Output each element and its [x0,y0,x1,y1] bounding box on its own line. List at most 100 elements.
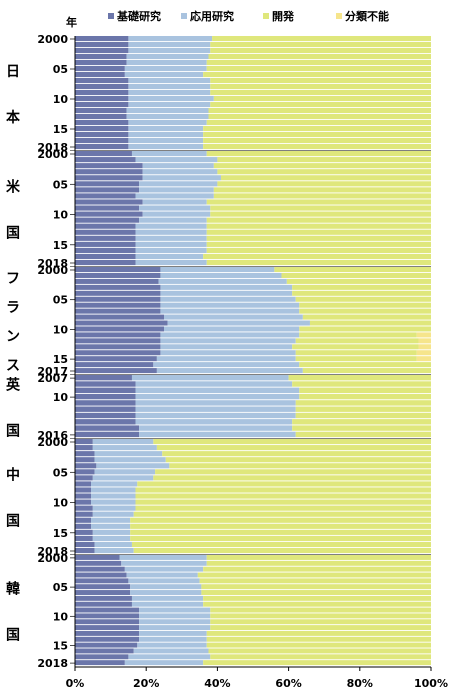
year-tick-label: 10 [53,209,69,222]
bar-segment-development-2010 [210,211,431,217]
bar-segment-applied-2014 [160,350,296,356]
bar-segment-applied-2018 [128,144,204,150]
year-tick-label: 10 [53,610,69,623]
bar-segment-applied-2009 [91,493,136,499]
bar-segment-basic-2016 [75,247,136,253]
bar-segment-development-2000 [206,151,431,157]
year-tick-label: 2000 [37,436,68,449]
year-tick-label: 2016 [37,429,68,442]
bar-segment-development-2017 [203,253,431,260]
bar-segment-applied-2015 [137,642,207,648]
bar-segment-development-2010 [299,393,431,400]
bar-segment-applied-2015 [139,425,293,431]
bar-segment-development-2005 [206,66,431,72]
bar-segment-basic-2006 [75,475,93,481]
bar-segment-basic-2004 [75,60,127,66]
bar-segment-applied-2001 [92,445,157,451]
bar-segment-basic-2016 [75,535,93,541]
bar-segment-applied-2001 [135,157,218,163]
bar-segment-basic-2001 [75,157,136,163]
bar-segment-applied-2010 [139,613,211,619]
bar-segment-applied-2015 [128,126,204,132]
bar-segment-basic-2005 [75,584,131,590]
bar-segment-applied-2013 [160,344,293,350]
bar-segment-basic-2011 [75,102,129,108]
bar-segment-unclassified-2011 [416,332,431,338]
year-tick-label: 15 [53,123,68,136]
bar-segment-basic-2011 [75,400,136,406]
bar-segment-basic-2008 [75,314,164,320]
bar-segment-basic-2008 [75,487,92,493]
bar-segment-development-2004 [169,463,431,469]
bar-segment-development-2012 [206,223,431,229]
bar-segment-basic-2016 [75,648,134,654]
bar-segment-basic-2009 [75,387,136,393]
bar-segment-development-2013 [206,630,431,636]
bar-segment-development-2010 [135,499,431,505]
bar-segment-basic-2006 [75,187,140,193]
panel-1: 2000 05 10 15 2018 米国 [6,148,431,270]
bar-segment-applied-2016 [92,535,131,541]
bar-segment-basic-2008 [75,601,132,607]
country-label-char: 本 [6,109,21,126]
bar-segment-basic-2007 [75,78,129,84]
year-tick-label: 05 [53,294,68,307]
bar-segment-applied-2010 [142,211,211,217]
bar-segment-applied-2009 [128,90,211,96]
bar-segment-basic-2018 [75,660,125,666]
bar-segment-development-2015 [206,241,431,247]
bar-segment-basic-2013 [75,114,127,120]
bar-segment-applied-2002 [128,48,211,54]
bar-segment-applied-2011 [92,505,136,511]
legend: 基礎研究 応用研究 開発 分類不能 [108,9,389,23]
bar-segment-development-2013 [206,229,431,235]
bar-segment-applied-2005 [160,296,296,302]
bar-segment-development-2003 [197,572,431,578]
bar-segment-development-2012 [208,108,431,114]
bar-segment-development-2015 [130,529,431,535]
bar-segment-basic-2010 [75,211,143,217]
bar-segment-development-2004 [220,175,431,181]
bar-segment-development-2001 [210,42,431,48]
bar-segment-applied-2007 [135,193,214,199]
bar-segment-development-2008 [210,84,431,90]
bar-segment-basic-2015 [75,642,138,648]
bar-segment-applied-2001 [160,272,282,278]
bar-segment-applied-2012 [160,338,296,344]
bar-segment-development-2017 [302,368,431,374]
bar-segment-applied-2001 [121,560,207,566]
year-tick-label: 2018 [37,257,68,270]
panel-5: 2000 05 10 15 2018 韓国 [6,552,431,670]
bar-segment-applied-2015 [135,241,207,247]
bar-segment-unclassified-2014 [416,350,431,356]
bar-segment-applied-2016 [128,132,204,138]
bar-segment-development-2000 [206,555,431,560]
panel-4: 2000 05 10 15 2018 中国 [6,436,432,558]
bar-segment-development-2016 [208,648,431,654]
year-tick-label: 2017 [37,365,68,378]
bar-segment-development-2018 [203,144,431,150]
bar-segment-applied-2014 [135,235,207,241]
bar-segment-basic-2002 [75,163,143,169]
bar-segment-applied-2000 [131,151,207,157]
chart-panels: 2000 05 10 15 2018 日本 2000 05 10 15 2018 米国 2000 05 10… [5,33,432,670]
bar-segment-development-2015 [206,642,431,648]
bar-segment-basic-2011 [75,217,140,223]
bar-segment-development-2007 [137,481,432,487]
bar-segment-basic-2009 [75,90,129,96]
bar-segment-applied-2005 [94,469,156,475]
year-tick-label: 05 [53,63,68,76]
bar-segment-applied-2006 [160,302,300,308]
bar-segment-applied-2008 [91,487,136,493]
legend-swatch-2 [263,13,269,19]
year-tick-label: 2000 [37,33,68,46]
bar-segment-development-2003 [208,54,431,60]
bar-segment-development-2015 [203,126,431,132]
bar-segment-development-2008 [292,381,431,387]
bar-segment-basic-2001 [75,272,161,278]
bar-segment-development-2007 [210,78,431,84]
bar-segment-development-2006 [213,187,431,193]
bar-segment-applied-2000 [92,439,154,445]
bar-segment-development-2013 [292,344,419,350]
